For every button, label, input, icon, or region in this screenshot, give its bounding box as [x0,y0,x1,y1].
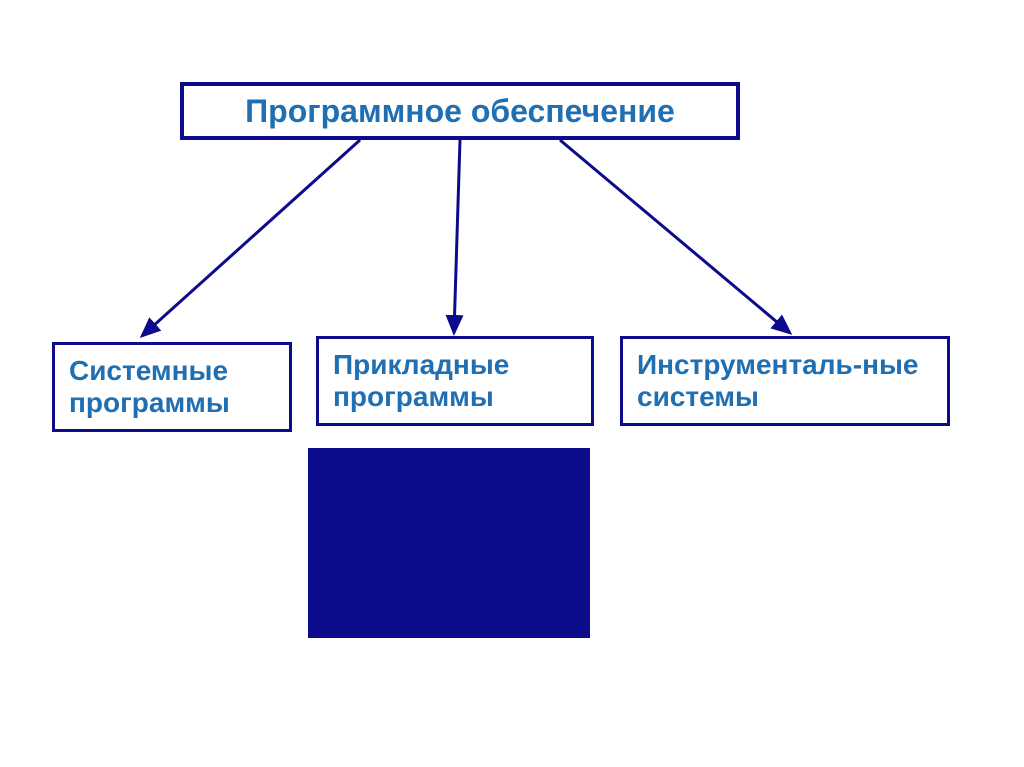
child-label: Инструменталь-ные системы [637,349,933,413]
child-node-applied-programs: Прикладные программы [316,336,594,426]
child-node-system-programs: Системные программы [52,342,292,432]
edge-arrow [142,140,360,336]
solid-block [308,448,590,638]
root-label: Программное обеспечение [245,93,675,130]
child-label: Системные программы [69,355,275,419]
root-node: Программное обеспечение [180,82,740,140]
child-node-instrumental-systems: Инструменталь-ные системы [620,336,950,426]
edge-arrow [454,140,460,333]
edge-arrow [560,140,790,333]
child-label: Прикладные программы [333,349,577,413]
